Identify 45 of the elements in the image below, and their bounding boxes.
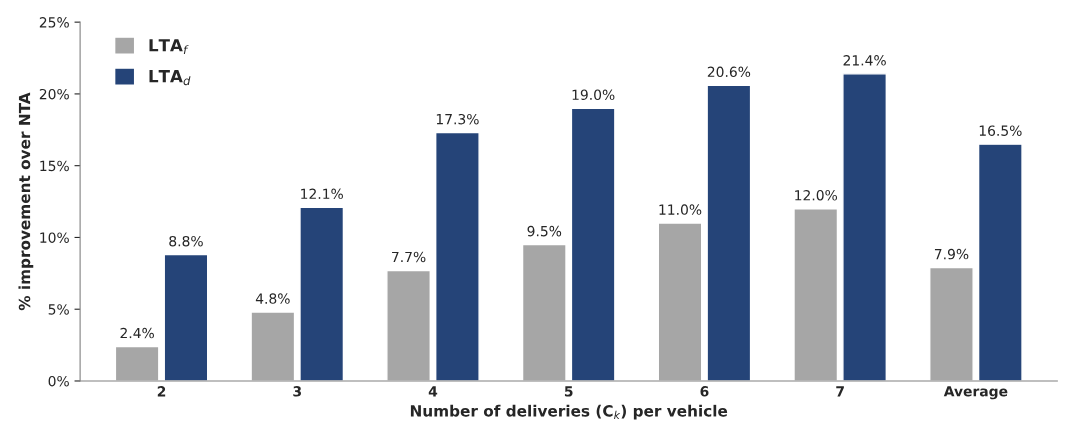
y-tick-label: 15% bbox=[40, 160, 69, 172]
bar bbox=[657, 222, 703, 381]
y-tick-label: 20% bbox=[39, 88, 69, 100]
data-label: 8.8% bbox=[169, 235, 203, 247]
bar bbox=[706, 84, 752, 381]
bar bbox=[250, 311, 296, 381]
x-tick-label: 2 bbox=[157, 386, 166, 397]
x-axis-title: Number of deliveries (C$_{k}$) per vehicle bbox=[410, 404, 728, 420]
bar bbox=[929, 266, 974, 381]
bar bbox=[977, 143, 1023, 381]
data-label: 4.8% bbox=[255, 293, 290, 304]
bar bbox=[793, 208, 839, 381]
bar bbox=[521, 243, 567, 381]
data-label: 21.4% bbox=[843, 55, 886, 66]
data-label: 7.7% bbox=[392, 251, 426, 263]
bar bbox=[299, 206, 345, 381]
y-tick-label: 10% bbox=[40, 232, 69, 243]
x-tick-label: 5 bbox=[564, 386, 573, 397]
x-tick-label: 4 bbox=[428, 386, 438, 397]
data-label: 16.5% bbox=[979, 125, 1022, 136]
bar bbox=[114, 345, 160, 381]
x-tick-label: 3 bbox=[293, 386, 301, 397]
y-tick-label: 0% bbox=[48, 375, 69, 387]
data-label: 2.4% bbox=[120, 327, 154, 339]
data-label: 19.0% bbox=[572, 89, 615, 101]
bar bbox=[435, 131, 480, 381]
data-label: 12.1% bbox=[301, 188, 343, 200]
legend-label: LTA$_{f}$ bbox=[149, 39, 189, 55]
data-label: 9.5% bbox=[527, 225, 562, 237]
data-label: 7.9% bbox=[934, 248, 969, 260]
y-axis-title: % improvement over NTA bbox=[18, 92, 34, 311]
y-tick-label: 5% bbox=[48, 304, 69, 315]
x-tick-label: 6 bbox=[700, 386, 709, 397]
data-label: 11.0% bbox=[659, 204, 702, 215]
data-label: 20.6% bbox=[707, 66, 751, 78]
y-tick-label: 25% bbox=[39, 17, 69, 28]
x-tick-label: 7 bbox=[836, 386, 844, 397]
legend-label: LTA$_{d}$ bbox=[149, 70, 191, 86]
data-label: 12.0% bbox=[795, 189, 838, 201]
bar bbox=[386, 269, 431, 381]
bar bbox=[842, 73, 888, 381]
bar bbox=[570, 107, 616, 381]
data-label: 17.3% bbox=[436, 113, 479, 125]
x-tick-label: Average bbox=[943, 386, 1008, 400]
bar bbox=[163, 253, 209, 381]
